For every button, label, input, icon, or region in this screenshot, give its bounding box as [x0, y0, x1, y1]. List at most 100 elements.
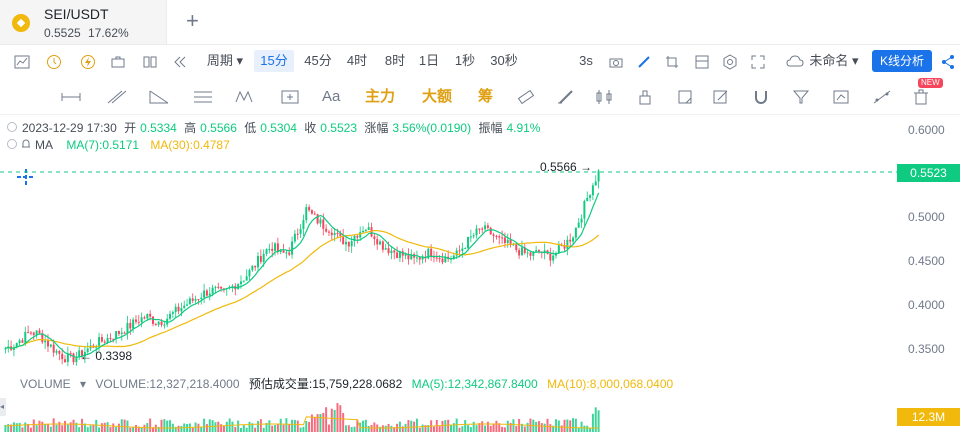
trash-icon[interactable] — [912, 89, 930, 105]
candle-body — [149, 313, 152, 317]
collapse-left-handle[interactable]: ◂ — [0, 398, 6, 416]
refresh-interval[interactable]: 3s — [579, 53, 593, 68]
candle-body — [572, 237, 575, 242]
chips-tool[interactable]: 筹 — [478, 88, 494, 105]
text-tool[interactable]: Aa — [322, 88, 341, 105]
pencil-icon[interactable] — [636, 54, 652, 70]
candle-body — [379, 241, 382, 245]
candle-body — [237, 284, 240, 290]
period-label: 周期 — [206, 53, 233, 68]
interval-1d[interactable]: 1日 — [418, 53, 440, 68]
interval-4h[interactable]: 4时 — [346, 53, 368, 68]
share-icon[interactable] — [940, 54, 956, 70]
angle-icon[interactable] — [148, 89, 170, 105]
cloud-icon[interactable] — [786, 54, 804, 70]
candle-body — [563, 246, 566, 249]
crop-icon[interactable] — [664, 54, 680, 70]
low-value: 0.5304 — [260, 121, 297, 135]
briefcase-icon[interactable] — [110, 54, 126, 70]
edit-icon[interactable] — [712, 89, 730, 105]
tab-sei-usdt[interactable]: SEI/USDT 0.5525 17.62% — [0, 0, 167, 44]
volume-bar — [248, 421, 251, 432]
volume-bar — [438, 426, 441, 432]
candle-body — [282, 250, 285, 253]
add-tab-button[interactable]: + — [186, 8, 199, 33]
period-dropdown[interactable]: 周期 ▾ — [206, 53, 244, 68]
volume-bar — [444, 420, 447, 432]
amp-label: 振幅 — [478, 121, 503, 135]
bell-icon[interactable] — [20, 138, 32, 150]
price-chart[interactable] — [0, 114, 900, 440]
rewind-icon[interactable] — [172, 54, 188, 70]
sync-icon[interactable] — [832, 89, 850, 105]
toolbar: 周期 ▾ 15分 45分 4时 8时 1日 1秒 30秒 3s 未命名 ▾ — [0, 46, 960, 76]
lock-icon[interactable] — [636, 89, 654, 105]
interval-8h[interactable]: 8时 — [384, 53, 406, 68]
candle-body — [52, 344, 55, 353]
volume-bar — [251, 423, 254, 432]
volume-bar — [197, 423, 200, 432]
volume-bar — [535, 421, 538, 432]
candle-body — [86, 348, 89, 353]
candle-body — [288, 252, 291, 255]
split-view-icon[interactable] — [142, 54, 158, 70]
interval-30s[interactable]: 30秒 — [490, 53, 518, 68]
volume-bar — [69, 422, 72, 432]
candle-body — [535, 250, 538, 252]
layout-name-dropdown[interactable]: 未命名 ▾ — [809, 53, 859, 68]
note-icon[interactable] — [676, 89, 694, 105]
camera-icon[interactable] — [608, 54, 624, 70]
filter-icon[interactable] — [792, 89, 810, 105]
visibility-toggle-icon[interactable] — [6, 138, 18, 150]
fib-lines-icon[interactable] — [192, 89, 214, 105]
candle-body — [387, 248, 390, 254]
volume-bar — [10, 424, 13, 432]
clock-icon[interactable] — [46, 54, 62, 70]
candle-body — [441, 258, 444, 263]
layout-icon[interactable] — [694, 54, 710, 70]
low-marker-value: 0.3398 — [95, 349, 133, 363]
visibility-toggle-icon[interactable] — [6, 121, 18, 133]
candle-body — [364, 229, 367, 232]
volume-bar — [242, 425, 245, 432]
interval-15m[interactable]: 15分 — [254, 50, 294, 72]
volume-bar — [299, 427, 302, 432]
large-order-tool[interactable]: 大额 — [422, 88, 453, 105]
candle-body — [333, 232, 336, 236]
volume-bar — [373, 422, 376, 432]
kline-analysis-button[interactable]: K线分析 — [872, 50, 932, 72]
measure-box-icon[interactable] — [280, 89, 300, 105]
volume-bar — [169, 420, 172, 432]
candlestick-icon[interactable] — [594, 89, 616, 105]
volume-bar — [415, 418, 418, 432]
indicator-settings-icon[interactable] — [872, 89, 892, 105]
change-value: 3.56%(0.0190) — [392, 121, 472, 135]
ruler-icon[interactable] — [516, 89, 536, 105]
wave-icon[interactable] — [234, 89, 258, 105]
volume-bar — [225, 421, 228, 432]
volume-bar — [458, 427, 461, 432]
volume-bar — [64, 420, 67, 432]
volume-bar — [205, 424, 208, 432]
magnet-icon[interactable] — [752, 89, 770, 105]
lightning-icon[interactable] — [80, 54, 96, 70]
volume-bar — [109, 427, 112, 432]
candle-body — [532, 251, 535, 256]
line-chart-icon[interactable] — [14, 54, 30, 70]
candle-body — [373, 236, 376, 240]
volume-bar — [589, 427, 592, 432]
main-force-tool[interactable]: 主力 — [365, 88, 396, 105]
interval-45m[interactable]: 45分 — [304, 53, 332, 68]
ma30-value: MA(30):0.4787 — [150, 138, 230, 152]
horizontal-line-icon[interactable] — [60, 89, 82, 105]
candle-body — [180, 308, 183, 312]
volume-bar — [29, 427, 32, 432]
settings-icon[interactable] — [722, 54, 738, 70]
candle-body — [129, 322, 132, 329]
fullscreen-icon[interactable] — [750, 54, 766, 70]
ma-label: MA — [35, 138, 53, 152]
candle-body — [186, 304, 189, 306]
parallel-lines-icon[interactable] — [106, 89, 128, 105]
brush-icon[interactable] — [556, 89, 576, 105]
interval-1s[interactable]: 1秒 — [454, 53, 476, 68]
